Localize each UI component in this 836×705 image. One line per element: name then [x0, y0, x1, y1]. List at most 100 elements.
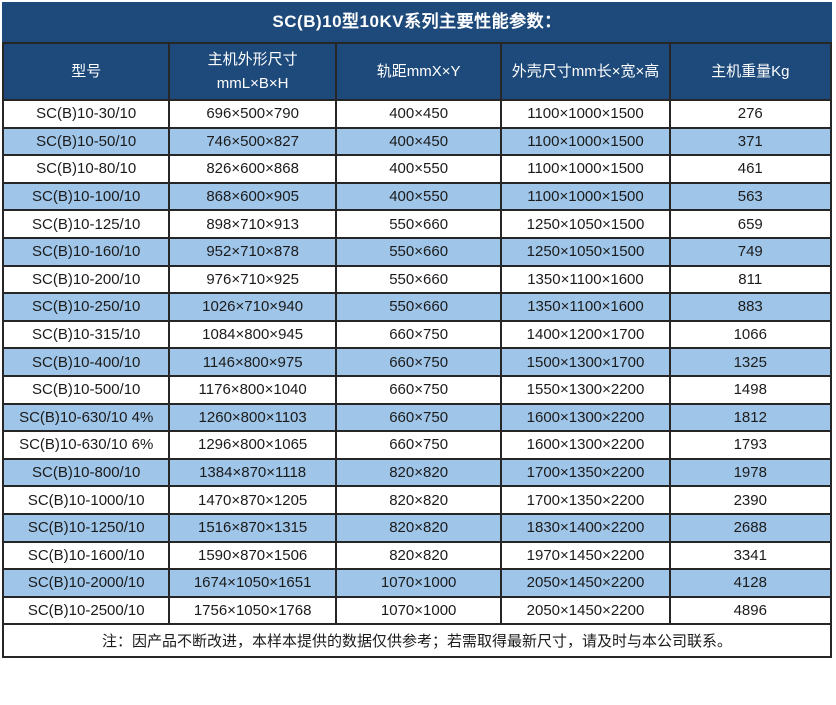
cell-weight: 659 [668, 209, 833, 239]
cell-model: SC(B)10-630/10 6% [1, 430, 171, 460]
table-row: SC(B)10-30/10 696×500×790 400×450 1100×1000… [1, 99, 833, 129]
cell-dimensions: 1470×870×1205 [168, 485, 337, 515]
cell-model: SC(B)10-50/10 [1, 126, 171, 157]
cell-dimensions: 696×500×790 [168, 99, 337, 129]
cell-dimensions: 1674×1050×1651 [168, 568, 337, 598]
table-row: SC(B)10-800/10 1384×870×1118 820×820 1700×1… [1, 457, 833, 488]
cell-dimensions: 1590×870×1506 [168, 540, 337, 571]
cell-gauge: 400×450 [334, 126, 503, 157]
col-header-shell-size-label: 外壳尺寸mm长×宽×高 [511, 62, 660, 80]
table-row: SC(B)10-315/10 1084×800×945 660×750 1400×12… [1, 319, 833, 350]
table-row: SC(B)10-630/10 4% 1260×800×1103 660×750 160… [1, 402, 833, 433]
table-row: SC(B)10-250/10 1026×710×940 550×660 1350×11… [1, 292, 833, 322]
cell-model: SC(B)10-315/10 [1, 319, 171, 350]
cell-model: SC(B)10-2500/10 [1, 595, 171, 626]
cell-model: SC(B)10-500/10 [1, 374, 171, 405]
cell-dimensions: 1176×800×1040 [168, 374, 337, 405]
cell-model: SC(B)10-400/10 [1, 347, 171, 377]
cell-gauge: 400×550 [334, 181, 503, 212]
cell-shell-size: 1100×1000×1500 [500, 154, 671, 184]
cell-gauge: 820×820 [334, 457, 503, 488]
cell-shell-size: 1700×1350×2200 [500, 485, 671, 515]
table-row: SC(B)10-125/10 898×710×913 550×660 1250×105… [1, 209, 833, 239]
table-row: SC(B)10-80/10 826×600×868 400×550 1100×1000… [1, 154, 833, 184]
cell-gauge: 400×450 [334, 99, 503, 129]
spec-table: 型号 主机外形尺寸 mmL×B×H 轨距mmX×Y 外壳尺寸mm长×宽×高 主机… [1, 42, 833, 659]
cell-dimensions: 898×710×913 [168, 209, 337, 239]
cell-model: SC(B)10-30/10 [1, 99, 171, 129]
cell-gauge: 550×660 [334, 264, 503, 295]
cell-model: SC(B)10-200/10 [1, 264, 171, 295]
cell-model: SC(B)10-1600/10 [1, 540, 171, 571]
table-row: SC(B)10-2500/10 1756×1050×1768 1070×1000 20… [1, 595, 833, 626]
cell-model: SC(B)10-160/10 [1, 236, 171, 267]
table-row: SC(B)10-1250/10 1516×870×1315 820×820 1830×… [1, 512, 833, 543]
cell-weight: 4128 [668, 568, 833, 598]
cell-shell-size: 1600×1300×2200 [500, 402, 671, 433]
col-header-dimensions: 主机外形尺寸 mmL×B×H [168, 42, 337, 101]
cell-dimensions: 868×600×905 [168, 181, 337, 212]
cell-shell-size: 1500×1300×1700 [500, 347, 671, 377]
cell-dimensions: 746×500×827 [168, 126, 337, 157]
table-footer: 注：因产品不断改进，本样本提供的数据仅供参考；若需取得最新尺寸，请及时与本公司联… [2, 623, 832, 659]
cell-shell-size: 1350×1100×1600 [500, 292, 671, 322]
cell-shell-size: 1250×1050×1500 [500, 209, 671, 239]
cell-gauge: 550×660 [334, 236, 503, 267]
cell-model: SC(B)10-125/10 [1, 209, 171, 239]
cell-weight: 811 [668, 264, 833, 295]
cell-weight: 563 [668, 181, 833, 212]
cell-dimensions: 826×600×868 [168, 154, 337, 184]
cell-shell-size: 2050×1450×2200 [500, 595, 671, 626]
page-title: SC(B)10型10KV系列主要性能参数： [2, 2, 832, 42]
cell-gauge: 1070×1000 [334, 568, 503, 598]
cell-gauge: 660×750 [334, 374, 503, 405]
cell-weight: 371 [668, 126, 833, 157]
col-header-gauge-label: 轨距mmX×Y [376, 62, 461, 80]
cell-dimensions: 1260×800×1103 [168, 402, 337, 433]
col-header-shell-size: 外壳尺寸mm长×宽×高 [500, 42, 671, 101]
cell-weight: 2390 [668, 485, 833, 515]
col-header-model: 型号 [1, 42, 171, 101]
cell-weight: 749 [668, 236, 833, 267]
cell-dimensions: 1384×870×1118 [168, 457, 337, 488]
cell-dimensions: 976×710×925 [168, 264, 337, 295]
cell-shell-size: 2050×1450×2200 [500, 568, 671, 598]
cell-gauge: 550×660 [334, 292, 503, 322]
cell-shell-size: 1550×1300×2200 [500, 374, 671, 405]
cell-dimensions: 1756×1050×1768 [168, 595, 337, 626]
col-header-weight: 主机重量Kg [668, 42, 833, 101]
note-row: 注：因产品不断改进，本样本提供的数据仅供参考；若需取得最新尺寸，请及时与本公司联… [2, 623, 832, 659]
cell-gauge: 550×660 [334, 209, 503, 239]
cell-model: SC(B)10-1000/10 [1, 485, 171, 515]
cell-gauge: 1070×1000 [334, 595, 503, 626]
cell-gauge: 660×750 [334, 430, 503, 460]
cell-model: SC(B)10-800/10 [1, 457, 171, 488]
col-header-model-label: 型号 [71, 62, 102, 80]
cell-dimensions: 1026×710×940 [168, 292, 337, 322]
cell-gauge: 820×820 [334, 512, 503, 543]
cell-shell-size: 1250×1050×1500 [500, 236, 671, 267]
cell-weight: 1978 [668, 457, 833, 488]
table-row: SC(B)10-500/10 1176×800×1040 660×750 1550×1… [1, 374, 833, 405]
cell-gauge: 400×550 [334, 154, 503, 184]
table-row: SC(B)10-630/10 6% 1296×800×1065 660×750 160… [1, 430, 833, 460]
col-header-dimensions-label: 主机外形尺寸 [207, 51, 298, 69]
cell-shell-size: 1100×1000×1500 [500, 126, 671, 157]
header-row: 型号 主机外形尺寸 mmL×B×H 轨距mmX×Y 外壳尺寸mm长×宽×高 主机… [1, 42, 833, 101]
cell-weight: 1498 [668, 374, 833, 405]
cell-dimensions: 1146×800×975 [168, 347, 337, 377]
cell-weight: 1793 [668, 430, 833, 460]
col-header-weight-label: 主机重量Kg [711, 62, 790, 80]
table-body: SC(B)10-30/10 696×500×790 400×450 1100×1000… [1, 99, 833, 626]
cell-weight: 3341 [668, 540, 833, 571]
cell-weight: 883 [668, 292, 833, 322]
col-header-gauge: 轨距mmX×Y [334, 42, 503, 101]
cell-gauge: 660×750 [334, 402, 503, 433]
cell-gauge: 660×750 [334, 319, 503, 350]
cell-weight: 1325 [668, 347, 833, 377]
cell-shell-size: 1970×1450×2200 [500, 540, 671, 571]
table-row: SC(B)10-50/10 746×500×827 400×450 1100×1000… [1, 126, 833, 157]
table-row: SC(B)10-1600/10 1590×870×1506 820×820 1970×… [1, 540, 833, 571]
table-header: 型号 主机外形尺寸 mmL×B×H 轨距mmX×Y 外壳尺寸mm长×宽×高 主机… [1, 42, 833, 101]
